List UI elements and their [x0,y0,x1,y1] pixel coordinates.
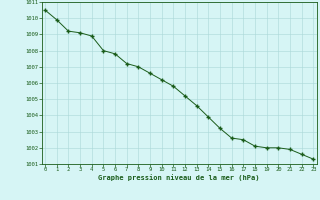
X-axis label: Graphe pression niveau de la mer (hPa): Graphe pression niveau de la mer (hPa) [99,174,260,181]
